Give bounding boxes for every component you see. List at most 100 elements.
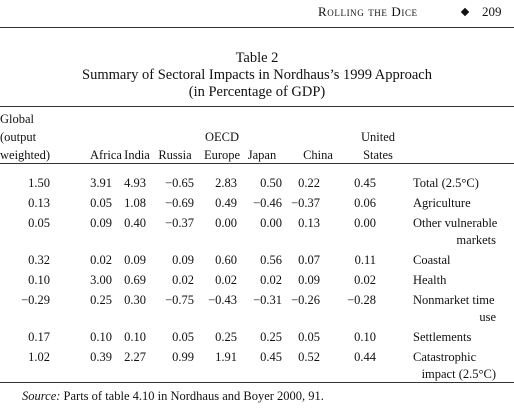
column-header: OECD: [204, 130, 240, 144]
table-rule: [0, 106, 514, 107]
header-rule: [0, 27, 514, 28]
cell: 0.22: [298, 176, 320, 190]
cell: 0.10: [354, 330, 376, 344]
table-bottom-rule: [0, 382, 514, 383]
cell: 0.45: [354, 176, 376, 190]
row-label: Agriculture: [413, 196, 471, 210]
cell: −0.31: [253, 293, 282, 307]
cell: 0.45: [260, 350, 282, 364]
row-label: Health: [413, 273, 447, 287]
column-header: India: [124, 148, 150, 162]
cell: 0.39: [90, 350, 112, 364]
cell: 0.32: [28, 253, 50, 267]
cell: 0.99: [172, 350, 194, 364]
cell: −0.29: [21, 293, 50, 307]
column-header: Africa: [90, 148, 122, 162]
cell: −0.28: [347, 293, 376, 307]
cell: 0.44: [354, 350, 376, 364]
cell: 0.02: [354, 273, 376, 287]
cell: 0.02: [90, 253, 112, 267]
cell: −0.37: [165, 216, 194, 230]
cell: 0.10: [124, 330, 146, 344]
column-header: United: [360, 130, 396, 144]
table-subtitle: (in Percentage of GDP): [188, 84, 326, 100]
cell: 0.13: [28, 196, 50, 210]
cell: 0.60: [215, 253, 237, 267]
cell: 0.07: [298, 253, 320, 267]
cell: 0.09: [298, 273, 320, 287]
source-note: Source: Parts of table 4.10 in Nordhaus …: [22, 388, 324, 404]
cell: 0.05: [28, 216, 50, 230]
cell: 2.27: [124, 350, 146, 364]
cell: 0.00: [215, 216, 237, 230]
cell: 0.09: [124, 253, 146, 267]
cell: 0.69: [124, 273, 146, 287]
column-header: Global: [0, 112, 35, 126]
cell: −0.69: [165, 196, 194, 210]
source-prefix: Source:: [22, 389, 61, 403]
cell: 0.10: [90, 330, 112, 344]
cell: 0.10: [28, 273, 50, 287]
row-label: markets: [456, 233, 496, 247]
cell: 0.56: [260, 253, 282, 267]
cell: 0.52: [298, 350, 320, 364]
column-header: States: [363, 148, 393, 162]
cell: −0.75: [165, 293, 194, 307]
cell: 0.06: [354, 196, 376, 210]
cell: −0.65: [165, 176, 194, 190]
cell: 0.25: [215, 330, 237, 344]
row-label: Settlements: [413, 330, 472, 344]
cell: 0.40: [124, 216, 146, 230]
row-label: Other vulnerable: [413, 216, 498, 230]
cell: 0.00: [260, 216, 282, 230]
cell: 1.50: [28, 176, 50, 190]
cell: −0.43: [208, 293, 237, 307]
cell: 0.05: [90, 196, 112, 210]
row-label: use: [479, 310, 496, 324]
column-header: Japan: [247, 148, 277, 162]
cell: 1.91: [215, 350, 237, 364]
cell: 0.00: [354, 216, 376, 230]
running-title: Rolling the Dice: [318, 4, 418, 19]
cell: 0.50: [260, 176, 282, 190]
cell: 1.08: [124, 196, 146, 210]
cell: −0.46: [253, 196, 282, 210]
column-header: Russia: [158, 148, 192, 162]
row-label: Coastal: [413, 253, 451, 267]
column-header: (output: [0, 130, 37, 144]
cell: 0.02: [215, 273, 237, 287]
cell: 4.93: [124, 176, 146, 190]
row-label: Nonmarket time: [413, 293, 495, 307]
cell: 0.02: [172, 273, 194, 287]
cell: 0.17: [28, 330, 50, 344]
header-bottom-rule: [0, 163, 514, 164]
cell: 0.02: [260, 273, 282, 287]
cell: 0.05: [298, 330, 320, 344]
ornament: [460, 7, 470, 17]
row-label: Total (2.5°C): [413, 176, 479, 190]
cell: 0.30: [124, 293, 146, 307]
cell: 3.00: [90, 273, 112, 287]
cell: 0.49: [215, 196, 237, 210]
cell: −0.37: [291, 196, 320, 210]
cell: 2.83: [215, 176, 237, 190]
table-title: Summary of Sectoral Impacts in Nordhaus’…: [82, 67, 432, 83]
cell: −0.26: [291, 293, 320, 307]
cell: 0.25: [90, 293, 112, 307]
row-label: Catastrophic: [413, 350, 477, 364]
cell: 0.09: [90, 216, 112, 230]
cell: 3.91: [90, 176, 112, 190]
cell: 0.09: [172, 253, 194, 267]
cell: 0.05: [172, 330, 194, 344]
column-header: weighted): [0, 148, 50, 162]
column-header: Europe: [203, 148, 241, 162]
table-label: Table 2: [235, 50, 279, 66]
cell: 1.02: [28, 350, 50, 364]
cell: 0.13: [298, 216, 320, 230]
page-number: 209: [482, 4, 502, 19]
row-label: impact (2.5°C): [421, 367, 496, 381]
cell: 0.25: [260, 330, 282, 344]
cell: 0.11: [354, 253, 376, 267]
column-header: China: [303, 148, 333, 162]
